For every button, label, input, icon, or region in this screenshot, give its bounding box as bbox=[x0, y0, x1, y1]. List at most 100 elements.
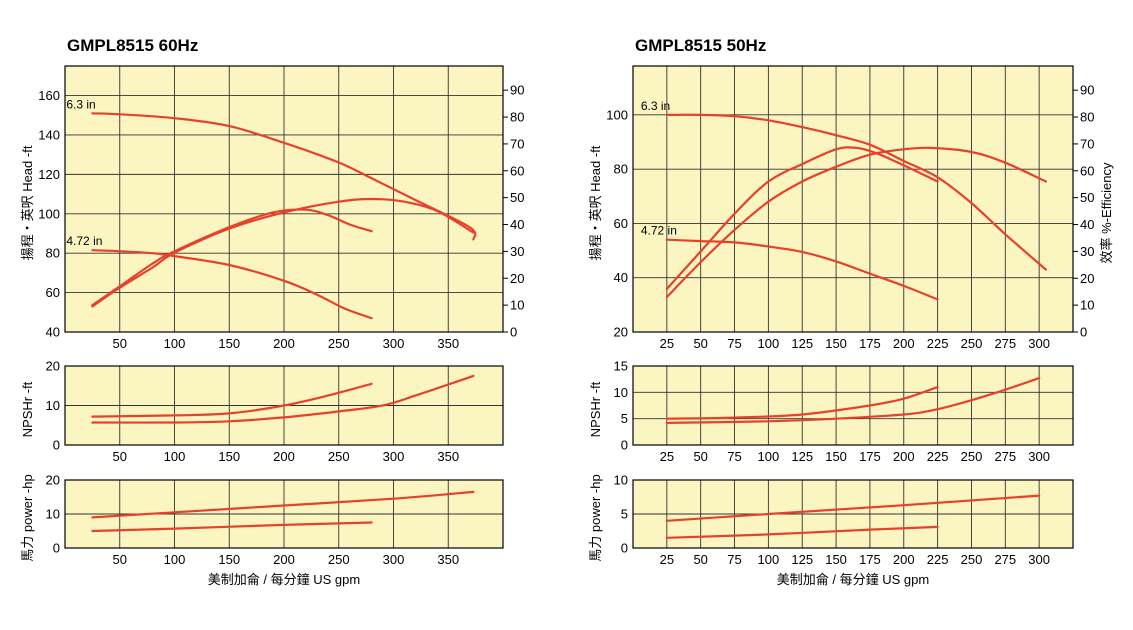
x-tick-label: 175 bbox=[859, 552, 881, 567]
x-tick-label: 125 bbox=[791, 449, 813, 464]
plot-frame bbox=[632, 65, 1074, 333]
panel-0: 50 100 150 200 250 300 350 40 60 80 100 120 140 160 0 1… bbox=[20, 65, 524, 351]
y2-tick-label: 60 bbox=[510, 163, 524, 178]
x-tick-label: 200 bbox=[273, 449, 295, 464]
x-tick-label: 25 bbox=[660, 552, 674, 567]
panel-0: 25 50 75 100 125 150 175 200 225 250 275 3002040608… bbox=[588, 65, 1114, 351]
y-tick-label: 10 bbox=[614, 473, 628, 488]
y-tick-label: 60 bbox=[46, 285, 60, 300]
x-tick-label: 225 bbox=[927, 449, 949, 464]
x-tick-label: 225 bbox=[927, 552, 949, 567]
curve-1 bbox=[665, 525, 939, 539]
x-tick-label: 300 bbox=[1028, 449, 1050, 464]
y2-tick-label: 40 bbox=[1080, 217, 1094, 232]
y2-tick-label: 40 bbox=[510, 217, 524, 232]
x-tick-label: 300 bbox=[383, 336, 405, 351]
y-tick-label: 15 bbox=[614, 359, 628, 374]
x-tick-label: 125 bbox=[791, 552, 813, 567]
panel-1: 50 100 150 200 250 300 350 0 10 20 NPSHr -ft bbox=[20, 359, 504, 464]
x-tick-label: 225 bbox=[927, 336, 949, 351]
x-tick-label: 350 bbox=[437, 449, 459, 464]
plot-frame bbox=[64, 479, 504, 549]
x-tick-label: 250 bbox=[961, 552, 983, 567]
x-axis-label: 美制加侖 / 每分鐘 US gpm bbox=[777, 572, 929, 587]
curve-2 bbox=[91, 208, 373, 307]
y2-tick-label: 10 bbox=[510, 298, 524, 313]
y-tick-label: 10 bbox=[614, 385, 628, 400]
plot-frame bbox=[632, 479, 1074, 549]
chart-title: GMPL8515 50Hz bbox=[635, 36, 766, 55]
x-tick-label: 50 bbox=[693, 552, 707, 567]
x-tick-label: 100 bbox=[164, 449, 186, 464]
impeller-label: 4.72 in bbox=[66, 234, 102, 248]
panel-2: 25 50 75 100 125 150 175 200 225 250 275 300 0 5 10 馬力 … bbox=[588, 473, 1074, 567]
x-axis-label: 美制加侖 / 每分鐘 US gpm bbox=[208, 572, 360, 587]
y-tick-label: 80 bbox=[46, 246, 60, 261]
curve-0 bbox=[665, 113, 1047, 271]
x-tick-label: 150 bbox=[218, 449, 240, 464]
curve-1 bbox=[91, 521, 373, 533]
x-tick-label: 100 bbox=[758, 336, 780, 351]
x-tick-label: 100 bbox=[164, 552, 186, 567]
x-tick-label: 150 bbox=[825, 552, 847, 567]
y2-tick-label: 30 bbox=[510, 244, 524, 259]
impeller-label: 6.3 in bbox=[641, 99, 670, 113]
y2-tick-label: 80 bbox=[1080, 110, 1094, 125]
curve-0 bbox=[665, 386, 939, 420]
x-tick-label: 100 bbox=[164, 336, 186, 351]
y2-tick-label: 70 bbox=[1080, 136, 1094, 151]
x-tick-label: 300 bbox=[383, 449, 405, 464]
panel-2: 50 100 150 200 250 300 350 0 10 20 馬力 power -hp bbox=[20, 473, 504, 567]
x-tick-label: 50 bbox=[113, 336, 127, 351]
x-tick-label: 275 bbox=[994, 449, 1016, 464]
x-tick-label: 275 bbox=[994, 552, 1016, 567]
y-tick-label: 100 bbox=[606, 107, 628, 122]
x-tick-label: 100 bbox=[758, 449, 780, 464]
plot-frame bbox=[64, 65, 504, 333]
y-axis-label: 揚程・英呎 Head -ft bbox=[588, 145, 603, 260]
y-tick-label: 0 bbox=[53, 438, 60, 453]
x-tick-label: 175 bbox=[859, 336, 881, 351]
x-tick-label: 150 bbox=[825, 336, 847, 351]
x-tick-label: 200 bbox=[893, 336, 915, 351]
x-tick-label: 200 bbox=[273, 336, 295, 351]
y-tick-label: 120 bbox=[38, 167, 60, 182]
y-tick-label: 20 bbox=[614, 325, 628, 340]
y-tick-label: 0 bbox=[621, 438, 628, 453]
x-tick-label: 150 bbox=[218, 336, 240, 351]
x-tick-label: 300 bbox=[1028, 336, 1050, 351]
y-axis-label: NPSHr -ft bbox=[588, 381, 603, 437]
plot-area bbox=[633, 366, 1073, 445]
y2-tick-label: 30 bbox=[1080, 244, 1094, 259]
plot-frame bbox=[632, 365, 1074, 446]
y2-tick-label: 80 bbox=[510, 110, 524, 125]
y2-tick-label: 20 bbox=[510, 271, 524, 286]
chart-title: GMPL8515 60Hz bbox=[67, 36, 198, 55]
plot-frame bbox=[64, 365, 504, 446]
y-tick-label: 40 bbox=[46, 325, 60, 340]
y-tick-label: 40 bbox=[614, 270, 628, 285]
x-tick-label: 175 bbox=[859, 449, 881, 464]
x-tick-label: 25 bbox=[660, 449, 674, 464]
y-tick-label: 60 bbox=[614, 216, 628, 231]
y-axis-label: 馬力 power -hp bbox=[20, 474, 35, 561]
y-tick-label: 100 bbox=[38, 206, 60, 221]
y-tick-label: 0 bbox=[53, 541, 60, 556]
y2-tick-label: 90 bbox=[1080, 83, 1094, 98]
y-tick-label: 5 bbox=[621, 507, 628, 522]
x-tick-label: 200 bbox=[273, 552, 295, 567]
curve-0 bbox=[91, 382, 373, 418]
y2-tick-label: 0 bbox=[510, 325, 517, 340]
y-tick-label: 20 bbox=[46, 473, 60, 488]
y2-tick-label: 60 bbox=[1080, 163, 1094, 178]
x-tick-label: 50 bbox=[113, 552, 127, 567]
y-tick-label: 10 bbox=[46, 507, 60, 522]
y2-tick-label: 90 bbox=[510, 83, 524, 98]
x-tick-label: 275 bbox=[994, 336, 1016, 351]
curve-0 bbox=[665, 494, 1041, 522]
y-tick-label: 5 bbox=[621, 411, 628, 426]
y-tick-label: 10 bbox=[46, 398, 60, 413]
